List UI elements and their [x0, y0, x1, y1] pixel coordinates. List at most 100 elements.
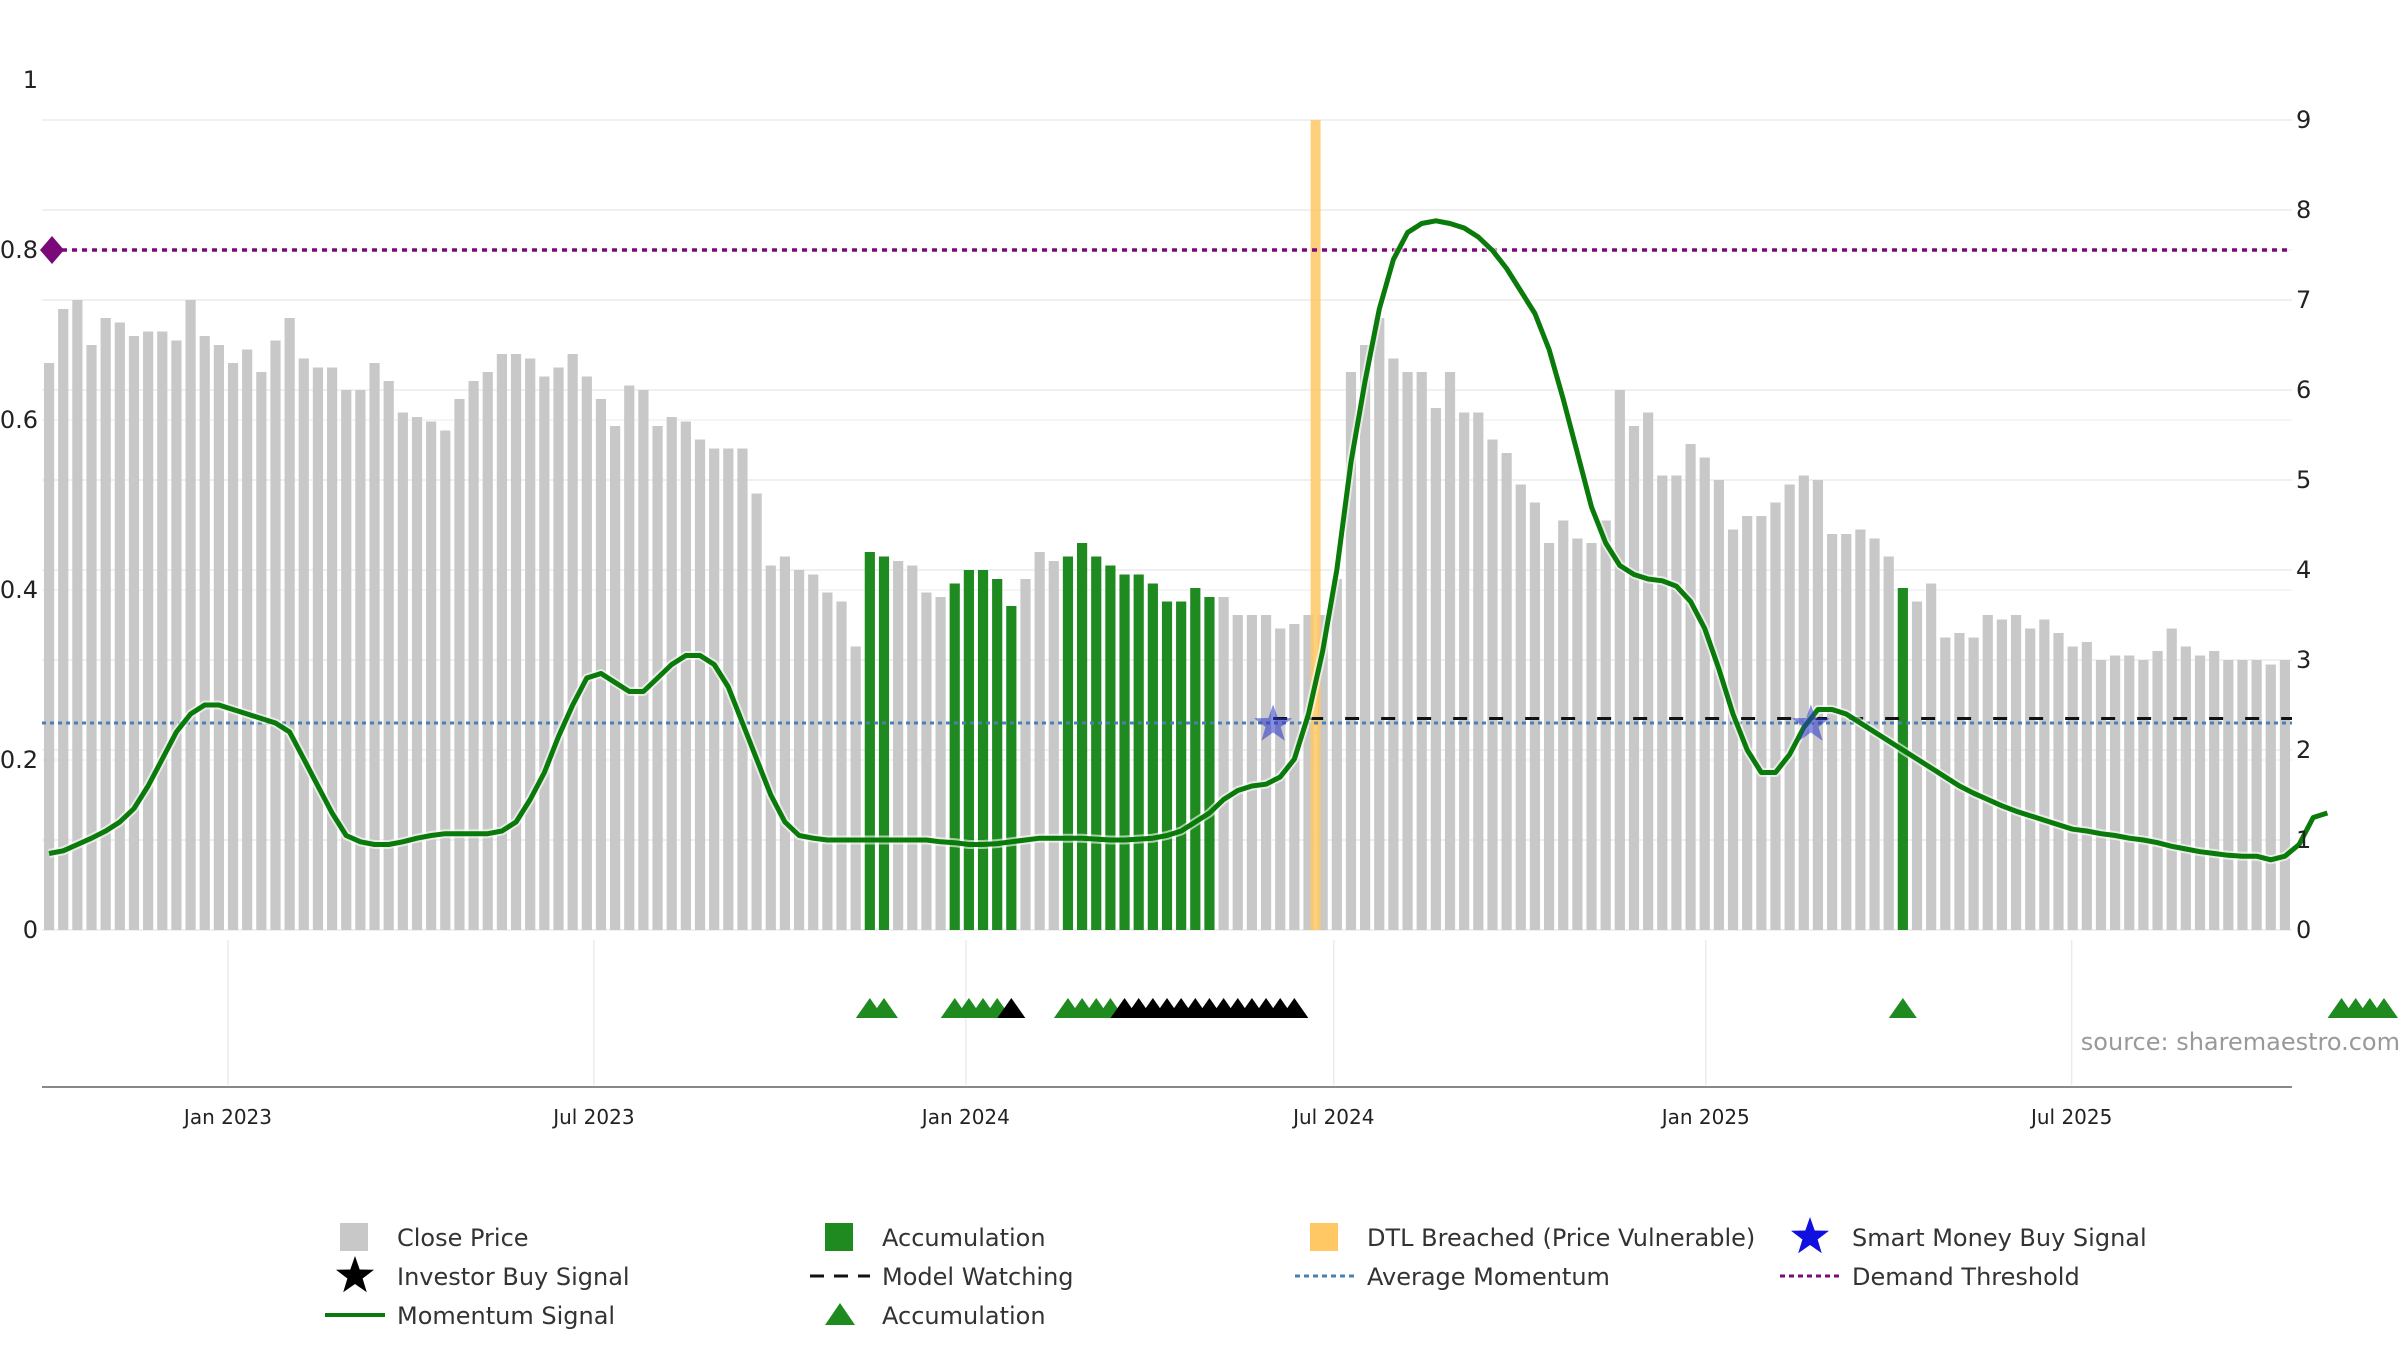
- blue-star-icon: [1791, 1217, 1829, 1254]
- dtl-breached-bar: [1310, 120, 1321, 930]
- close-price-bar: [1685, 444, 1696, 930]
- close-price-bar: [2279, 660, 2291, 930]
- close-price-bar: [2039, 619, 2050, 930]
- close-price-bar: [2251, 660, 2262, 930]
- close-price-bar: [270, 340, 281, 930]
- dtl-breached-band: [1310, 120, 1321, 930]
- close-price-bar: [86, 345, 97, 930]
- left-tick-label: 0.2: [0, 746, 38, 774]
- close-price-bar: [1911, 601, 1923, 930]
- close-price-bar: [624, 385, 635, 930]
- close-price-bar: [1968, 637, 1979, 930]
- accumulation-triangle: [1888, 998, 1917, 1018]
- close-price-bar: [1218, 597, 1229, 930]
- legend-label: Accumulation: [882, 1224, 1046, 1252]
- close-price-bar: [779, 556, 791, 930]
- close-price-bar: [567, 354, 578, 930]
- accumulation-triangle: [869, 998, 898, 1018]
- right-tick-label: 5: [2296, 466, 2311, 494]
- close-price-bar: [256, 372, 267, 930]
- accumulation-bar: [1091, 556, 1102, 930]
- close-price-bar: [355, 390, 366, 930]
- close-price-bar: [1034, 552, 1045, 930]
- close-price-bar: [694, 439, 706, 930]
- close-price-bar: [284, 318, 295, 930]
- close-price-bar: [2180, 646, 2191, 930]
- close-price-bar: [482, 372, 493, 930]
- right-tick-label: 3: [2296, 646, 2311, 674]
- accumulation-bar: [1190, 588, 1201, 930]
- close-price-bar: [1331, 579, 1342, 930]
- legend-item: DTL Breached (Price Vulnerable): [1310, 1223, 1755, 1252]
- x-tick-label: Jul 2025: [2029, 1105, 2112, 1129]
- close-price-bar: [58, 309, 69, 930]
- axes: 0 1 2 3 4 5 6 7 8 9 0 0.2 0.4 0.6 0.8 1 Jan 2023 Jul 2023…: [0, 66, 2311, 1129]
- close-price-bar: [2152, 651, 2163, 930]
- close-price-bar: [1671, 475, 1682, 930]
- close-price-bar: [2166, 628, 2177, 930]
- close-price-bar: [1926, 583, 1937, 930]
- accumulation-bar: [864, 552, 875, 930]
- close-price-bar: [2067, 646, 2078, 930]
- investor-buy-triangle: [997, 998, 1026, 1018]
- close-price-bar: [1317, 615, 1328, 930]
- left-tick-label: 0.4: [0, 576, 38, 604]
- close-price-bar: [213, 345, 224, 930]
- close-price-bar: [327, 367, 338, 930]
- smart-money-star: [1254, 704, 1293, 741]
- legend-label: Average Momentum: [1367, 1263, 1610, 1291]
- right-tick-label: 2: [2296, 736, 2311, 764]
- close-price-bar: [496, 354, 507, 930]
- close-price-bar: [2010, 615, 2022, 930]
- close-price-bar: [1360, 345, 1371, 930]
- legend-label: Smart Money Buy Signal: [1852, 1224, 2147, 1252]
- close-price-bar: [2265, 664, 2276, 930]
- close-price-bar: [1345, 372, 1357, 930]
- close-price-bar: [72, 300, 83, 930]
- close-price-bar: [411, 417, 423, 930]
- accumulation-bar: [1897, 588, 1908, 930]
- legend-item: Momentum Signal: [325, 1302, 615, 1330]
- x-tick-label: Jul 2024: [1291, 1105, 1374, 1129]
- smart-money-star: [1791, 704, 1830, 741]
- close-price-bar: [1430, 408, 1441, 930]
- close-price-bar: [510, 354, 522, 930]
- accumulation-bar: [1105, 565, 1116, 930]
- close-price-bar: [1628, 426, 1640, 930]
- close-price-bar: [369, 363, 380, 930]
- close-price-bar: [581, 376, 592, 930]
- close-price-bar: [1515, 484, 1526, 930]
- close-price-bar: [383, 381, 394, 930]
- accumulation-bar: [1133, 574, 1144, 930]
- close-price-bar: [935, 597, 946, 930]
- close-price-bar: [2081, 642, 2092, 930]
- close-price-bar: [850, 646, 861, 930]
- close-price-bar: [2110, 655, 2121, 930]
- close-price-bar: [227, 363, 239, 930]
- accumulation-bar: [1119, 574, 1130, 930]
- smart-money-stars: [1254, 704, 1830, 741]
- close-price-bar: [1600, 520, 1611, 930]
- x-tick-label: Jul 2023: [551, 1105, 634, 1129]
- close-price-bar: [1996, 619, 2007, 930]
- legend-item: Accumulation: [825, 1302, 1046, 1330]
- close-price-bar: [312, 367, 324, 930]
- accumulation-bar: [992, 579, 1003, 930]
- accumulation-bar: [1161, 601, 1173, 930]
- close-price-bar: [143, 331, 154, 930]
- legend-item: Accumulation: [825, 1223, 1046, 1252]
- close-price-bar: [808, 574, 819, 930]
- close-price-bar: [114, 322, 125, 930]
- close-price-bar: [468, 381, 479, 930]
- close-price-bar: [1529, 502, 1541, 930]
- close-price-bar: [397, 412, 408, 930]
- close-price-bar: [2194, 655, 2206, 930]
- accumulation-bar: [963, 570, 974, 930]
- close-price-bar: [539, 376, 550, 930]
- left-tick-label: 0.6: [0, 406, 38, 434]
- close-price-bar: [1303, 615, 1314, 930]
- accumulation-bar: [1077, 543, 1088, 930]
- momentum-line: [48, 218, 2329, 863]
- close-price-bar: [157, 331, 168, 930]
